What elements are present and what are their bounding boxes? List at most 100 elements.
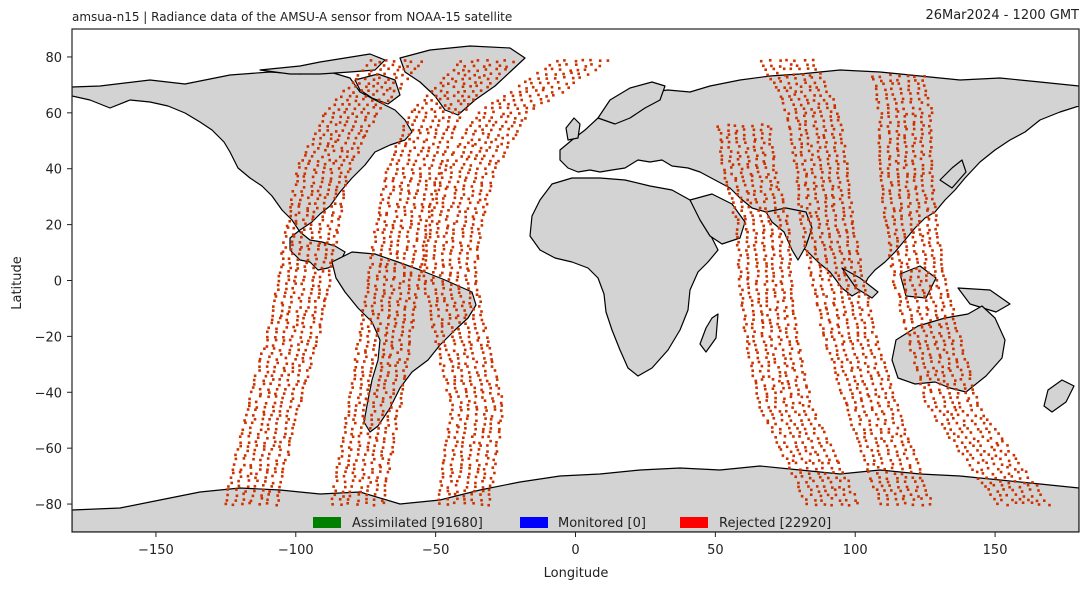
rejected-point bbox=[433, 181, 436, 184]
rejected-point bbox=[741, 297, 745, 300]
rejected-point bbox=[373, 493, 377, 496]
rejected-point bbox=[287, 278, 291, 282]
rejected-point bbox=[405, 235, 409, 238]
rejected-point bbox=[483, 74, 486, 77]
rejected-point bbox=[340, 95, 343, 99]
legend-swatch-monitored bbox=[520, 517, 548, 528]
rejected-point bbox=[826, 312, 829, 315]
rejected-point bbox=[376, 82, 380, 85]
rejected-point bbox=[742, 326, 746, 329]
rejected-point bbox=[475, 459, 479, 462]
rejected-point bbox=[775, 185, 779, 189]
rejected-point bbox=[589, 58, 592, 62]
rejected-point bbox=[450, 249, 453, 252]
rejected-point bbox=[736, 222, 740, 225]
rejected-point bbox=[829, 110, 833, 113]
rejected-point bbox=[475, 419, 478, 423]
rejected-point bbox=[244, 490, 247, 493]
rejected-point bbox=[733, 206, 737, 209]
rejected-point bbox=[446, 489, 450, 493]
rejected-point bbox=[441, 461, 445, 465]
rejected-point bbox=[926, 207, 930, 211]
rejected-point bbox=[262, 484, 265, 487]
rejected-point bbox=[398, 185, 402, 188]
rejected-point bbox=[763, 258, 766, 261]
rejected-point bbox=[287, 418, 290, 421]
rejected-point bbox=[389, 235, 392, 238]
rejected-point bbox=[443, 299, 446, 303]
rejected-point bbox=[754, 240, 758, 244]
rejected-point bbox=[394, 422, 398, 426]
rejected-point bbox=[418, 274, 421, 278]
rejected-point bbox=[735, 232, 739, 236]
rejected-point bbox=[490, 415, 494, 418]
rejected-point bbox=[446, 226, 449, 230]
rejected-point bbox=[757, 209, 760, 212]
rejected-point bbox=[946, 418, 949, 421]
rejected-point bbox=[735, 129, 739, 133]
rejected-point bbox=[943, 314, 947, 318]
rejected-point bbox=[811, 283, 814, 287]
rejected-point bbox=[471, 90, 475, 93]
rejected-point bbox=[452, 305, 456, 308]
rejected-point bbox=[377, 218, 380, 221]
rejected-point bbox=[932, 265, 936, 269]
rejected-point bbox=[913, 172, 917, 176]
rejected-point bbox=[854, 409, 857, 412]
rejected-point bbox=[937, 378, 940, 381]
rejected-point bbox=[846, 378, 849, 381]
rejected-point bbox=[467, 95, 471, 99]
rejected-point bbox=[443, 194, 447, 198]
rejected-point bbox=[288, 261, 291, 265]
rejected-point bbox=[920, 150, 923, 154]
rejected-point bbox=[893, 399, 896, 402]
rejected-point bbox=[442, 197, 445, 200]
rejected-point bbox=[890, 201, 893, 205]
rejected-point bbox=[974, 422, 977, 426]
rejected-point bbox=[808, 202, 812, 206]
rejected-point bbox=[853, 375, 856, 379]
rejected-point bbox=[310, 231, 314, 234]
rejected-point bbox=[463, 431, 466, 435]
rejected-point bbox=[456, 497, 459, 501]
rejected-point bbox=[798, 138, 802, 141]
rejected-point bbox=[929, 129, 933, 132]
rejected-point bbox=[286, 226, 290, 229]
rejected-point bbox=[302, 175, 306, 178]
rejected-point bbox=[747, 205, 751, 209]
rejected-point bbox=[929, 296, 933, 299]
rejected-point bbox=[497, 392, 500, 396]
rejected-point bbox=[883, 215, 886, 219]
rejected-point bbox=[297, 380, 300, 383]
rejected-point bbox=[323, 162, 327, 166]
rejected-point bbox=[436, 227, 440, 230]
rejected-point bbox=[796, 176, 800, 180]
rejected-point bbox=[774, 436, 777, 439]
rejected-point bbox=[925, 493, 928, 497]
rejected-point bbox=[773, 81, 776, 85]
rejected-point bbox=[794, 336, 798, 339]
rejected-point bbox=[361, 69, 365, 72]
rejected-point bbox=[377, 98, 381, 102]
rejected-point bbox=[788, 343, 792, 346]
rejected-point bbox=[833, 297, 836, 301]
rejected-point bbox=[291, 392, 294, 396]
rejected-point bbox=[902, 452, 906, 456]
rejected-point bbox=[936, 223, 939, 227]
rejected-point bbox=[362, 458, 365, 462]
rejected-point bbox=[390, 284, 393, 288]
rejected-point bbox=[338, 462, 341, 465]
rejected-point bbox=[823, 80, 826, 84]
rejected-point bbox=[384, 426, 388, 430]
rejected-point bbox=[391, 63, 395, 67]
rejected-point bbox=[460, 450, 463, 454]
rejected-point bbox=[536, 71, 539, 75]
rejected-point bbox=[282, 336, 285, 339]
rejected-point bbox=[247, 479, 251, 482]
rejected-point bbox=[251, 386, 255, 389]
rejected-point bbox=[791, 299, 795, 303]
rejected-point bbox=[848, 383, 851, 387]
rejected-point bbox=[869, 428, 873, 432]
rejected-point bbox=[959, 368, 963, 372]
rejected-point bbox=[982, 414, 985, 418]
